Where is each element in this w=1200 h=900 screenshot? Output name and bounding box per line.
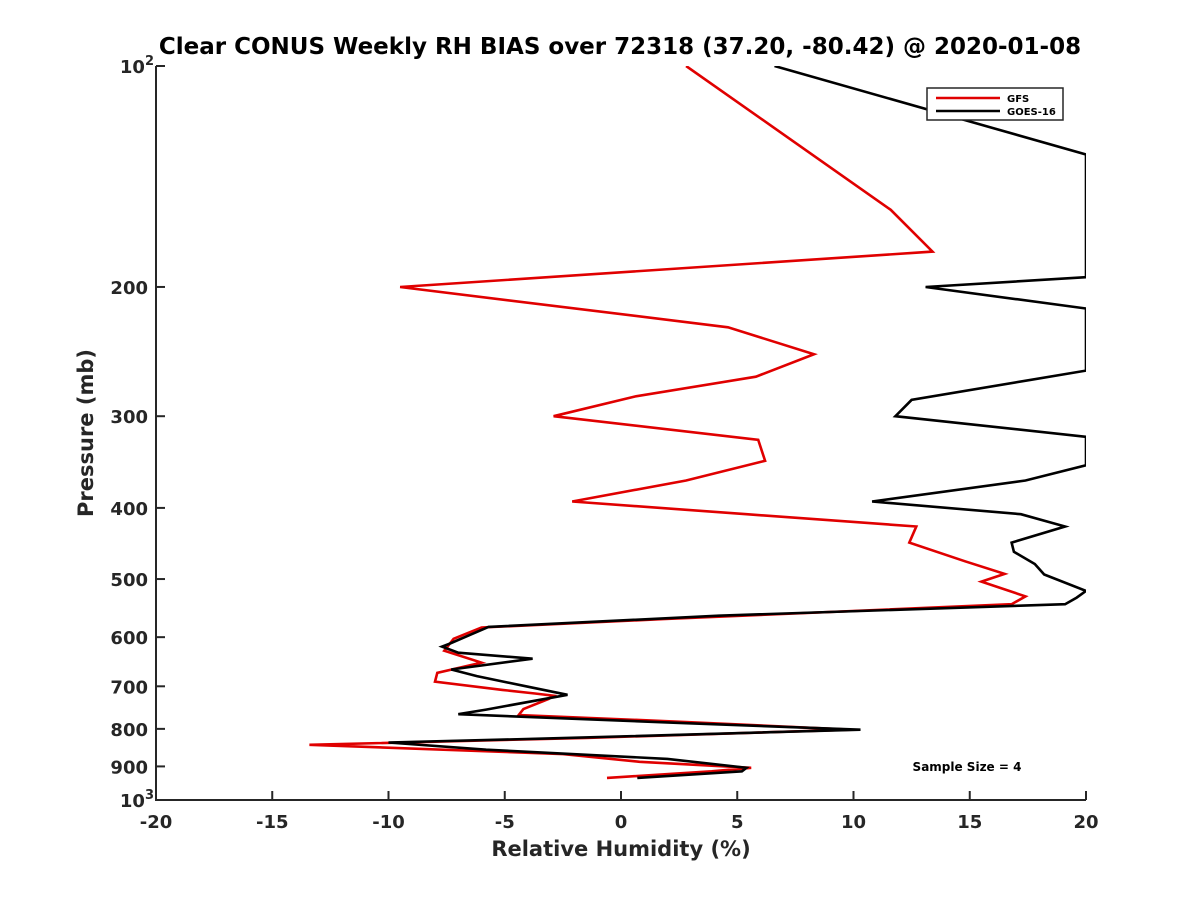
y-tick-label: 900: [110, 757, 148, 778]
x-tick-label: -20: [140, 812, 173, 833]
x-tick-label: 5: [731, 812, 744, 833]
plot-area: [309, 66, 1086, 780]
y-tick-label: 700: [110, 677, 148, 698]
x-tick-label: -5: [495, 812, 515, 833]
x-tick-label: 10: [841, 812, 866, 833]
x-ticks: -20 -15 -10 -5 0 5 10 15 20: [140, 791, 1099, 833]
x-tick-label: 0: [615, 812, 628, 833]
legend: GFS GOES-16: [926, 87, 1064, 121]
sample-size-annotation: Sample Size = 4: [913, 760, 1022, 774]
x-tick-label: -10: [372, 812, 405, 833]
y-tick-label: 102: [120, 54, 154, 78]
legend-label: GOES-16: [1007, 107, 1056, 118]
x-tick-label: 20: [1073, 812, 1098, 833]
legend-box: [926, 87, 1064, 121]
y-tick-label: 300: [110, 407, 148, 428]
y-tick-label: 400: [110, 499, 148, 520]
y-tick-label: 800: [110, 720, 148, 741]
y-tick-label: 600: [110, 628, 148, 649]
y-ticks: 102 200 300 400 500 600 700 800 900 103: [110, 54, 165, 812]
y-tick-label: 200: [110, 278, 148, 299]
series-line-goes-16: [388, 66, 1086, 780]
x-tick-label: -15: [256, 812, 289, 833]
y-tick-label: 500: [110, 570, 148, 591]
y-axis-label: Pressure (mb): [74, 349, 98, 517]
y-tick-label: 103: [120, 788, 154, 812]
x-axis-label: Relative Humidity (%): [491, 837, 750, 861]
chart-title: Clear CONUS Weekly RH BIAS over 72318 (3…: [159, 34, 1081, 60]
x-tick-label: 15: [957, 812, 982, 833]
legend-label: GFS: [1007, 94, 1029, 105]
